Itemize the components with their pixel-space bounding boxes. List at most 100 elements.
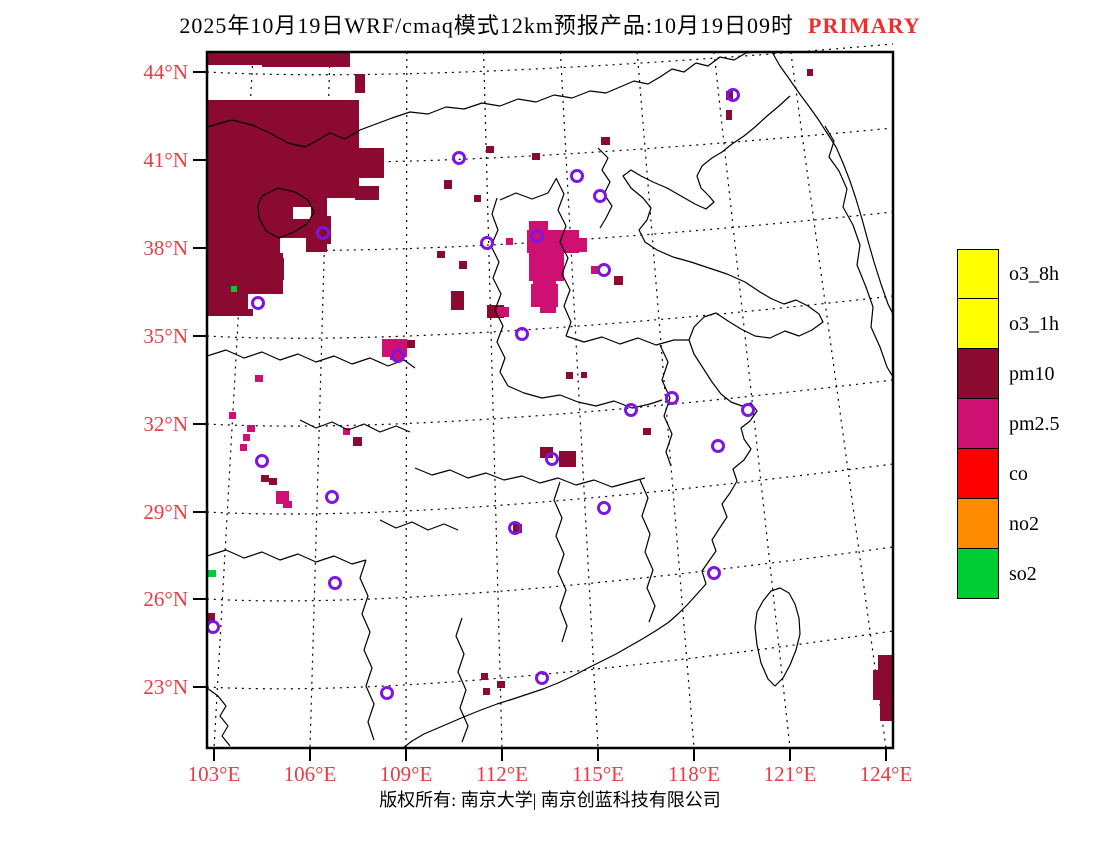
legend-label: pm2.5 xyxy=(1009,412,1060,435)
station-marker xyxy=(316,226,330,240)
province-boundary xyxy=(597,147,613,229)
legend-label: o3_8h xyxy=(1009,262,1059,285)
pm10-dot xyxy=(474,195,481,202)
legend-item: so2 xyxy=(957,549,1060,599)
province-boundary xyxy=(553,481,568,643)
pm10-dot xyxy=(486,146,494,153)
station-marker xyxy=(593,189,607,203)
legend-item: o3_8h xyxy=(957,249,1060,299)
parallel-line xyxy=(206,43,894,76)
province-boundary xyxy=(490,197,509,387)
pollutant-legend: o3_8h o3_1h pm10 pm2.5 co no2 so2 xyxy=(957,249,1060,599)
pm25-dot xyxy=(591,266,599,274)
pm10-dot xyxy=(481,673,488,680)
lon-tick-label: 106°E xyxy=(284,762,337,786)
province-boundary xyxy=(771,52,893,315)
station-marker xyxy=(530,229,544,243)
station-marker xyxy=(597,263,611,277)
pm10-dot xyxy=(513,524,522,533)
pm10-dot xyxy=(726,110,732,120)
legend-swatch-o3_1h xyxy=(957,299,999,349)
province-boundary xyxy=(207,349,416,369)
pm10-dot xyxy=(261,475,269,482)
legend-swatch-co xyxy=(957,449,999,499)
province-boundary xyxy=(359,559,375,741)
so2-dot xyxy=(208,570,216,577)
pm25-dot xyxy=(255,375,263,382)
legend-swatch-pm10 xyxy=(957,349,999,399)
pm10-dot xyxy=(566,372,573,379)
pollutant-fill-layer xyxy=(207,52,893,721)
lon-tick-label: 124°E xyxy=(860,762,913,786)
pm10-patch xyxy=(340,148,384,178)
station-marker xyxy=(480,236,494,250)
station-marker xyxy=(508,521,522,535)
clear-area xyxy=(280,238,306,253)
station-marker xyxy=(328,576,342,590)
pm10-dot xyxy=(532,153,540,160)
pm10-dot xyxy=(559,451,576,467)
axis-ticks-layer xyxy=(193,71,887,761)
pm10-patch xyxy=(262,52,350,67)
station-marker xyxy=(570,169,584,183)
station-marker xyxy=(207,620,220,634)
lon-tick-label: 112°E xyxy=(476,762,528,786)
pm25-dot xyxy=(497,307,509,317)
parallel-line xyxy=(206,295,894,339)
lat-tick-label: 38°N xyxy=(143,236,188,260)
pm10-patch xyxy=(880,697,893,721)
province-boundary xyxy=(565,335,689,346)
province-boundary xyxy=(824,125,893,378)
pm25-dot xyxy=(283,501,292,508)
lat-tick-label: 29°N xyxy=(143,500,188,524)
pm10-dot xyxy=(483,688,490,695)
lon-tick-label: 118°E xyxy=(668,762,720,786)
legend-swatch-no2 xyxy=(957,499,999,549)
station-marker xyxy=(624,403,638,417)
station-marker xyxy=(251,296,265,310)
province-boundary xyxy=(659,344,673,467)
pm10-dot xyxy=(353,437,362,446)
pm25-dot xyxy=(240,444,247,451)
station-marker xyxy=(665,391,679,405)
province-boundary xyxy=(754,587,801,687)
station-marker xyxy=(452,151,466,165)
parallel-line xyxy=(206,127,894,164)
legend-item: co xyxy=(957,449,1060,499)
province-boundary xyxy=(299,419,411,433)
meridian-line xyxy=(483,51,503,749)
station-marker xyxy=(741,403,755,417)
parallel-line xyxy=(206,630,894,690)
pm25-patch xyxy=(529,221,548,232)
so2-dot xyxy=(231,286,237,292)
pm10-dot xyxy=(269,478,277,485)
pm25-dot xyxy=(243,434,250,441)
graticule-layer xyxy=(206,43,894,749)
pm10-dot xyxy=(643,428,651,435)
province-boundary xyxy=(555,177,572,337)
pm25-patch xyxy=(533,262,556,291)
station-marker xyxy=(597,501,611,515)
pm10-dot xyxy=(207,613,215,622)
legend-label: no2 xyxy=(1009,512,1039,535)
map-frame xyxy=(205,50,895,750)
meridian-line xyxy=(636,51,695,749)
station-marker xyxy=(391,349,405,363)
pm10-dot xyxy=(614,276,623,285)
title-main: 2025年10月19日WRF/cmaq模式12km预报产品:10月19日09时 xyxy=(179,13,795,38)
pm25-patch xyxy=(390,354,403,360)
pm10-dot xyxy=(726,91,733,100)
pm10-patch xyxy=(207,100,359,198)
province-boundary xyxy=(207,687,231,747)
lon-tick-label: 115°E xyxy=(572,762,624,786)
clear-area xyxy=(293,207,311,219)
pm10-patch xyxy=(873,670,893,700)
lon-tick-label: 103°E xyxy=(188,762,241,786)
axis-labels-layer: 44°N 41°N 38°N 35°N 32°N 29°N 26°N 23°N 103°E 106… xyxy=(143,60,912,786)
pm25-dot xyxy=(229,412,236,419)
pm10-dot xyxy=(444,180,452,189)
station-marker xyxy=(545,452,559,466)
parallel-line xyxy=(206,546,894,602)
legend-swatch-o3_8h xyxy=(957,249,999,299)
